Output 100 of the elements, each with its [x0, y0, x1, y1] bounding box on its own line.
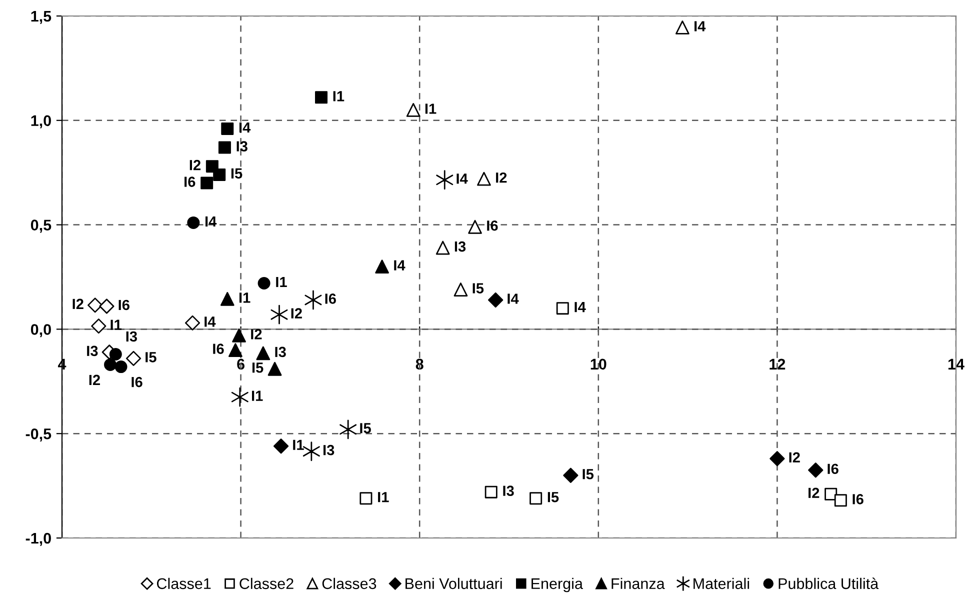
data-label: I2 [89, 374, 100, 385]
data-label: I4 [204, 316, 216, 327]
data-label: I5 [231, 168, 242, 179]
point [808, 462, 824, 478]
data-label: I5 [472, 283, 484, 294]
point [436, 170, 454, 190]
y-tick-label: -1,0 [26, 532, 51, 546]
point [406, 103, 420, 117]
point [340, 420, 357, 440]
legend-label: Classe2 [240, 578, 294, 590]
point [231, 387, 248, 407]
data-label: I5 [582, 469, 594, 480]
point [187, 216, 200, 229]
point [304, 290, 322, 310]
data-label: I3 [236, 141, 248, 152]
data-label: I3 [126, 331, 137, 342]
legend-label: Beni Voluttuari [406, 578, 502, 590]
legend-label: Finanza [612, 578, 665, 590]
data-label: I2 [291, 308, 302, 318]
point [563, 468, 578, 483]
data-label: I2 [72, 298, 84, 309]
data-label: I4 [239, 122, 251, 133]
data-label: I1 [252, 390, 263, 401]
data-label: I4 [574, 302, 586, 312]
point [221, 122, 234, 136]
data-label: I1 [378, 492, 389, 502]
point [200, 176, 214, 190]
data-label: I3 [324, 444, 334, 456]
data-label: I3 [87, 346, 98, 356]
y-tick-label: 1,5 [31, 11, 52, 24]
point [220, 292, 234, 306]
point [126, 350, 142, 366]
point [184, 315, 200, 331]
point [109, 348, 122, 361]
point [91, 318, 106, 334]
y-tick-label: 0,0 [30, 324, 51, 338]
data-label: I1 [276, 277, 287, 288]
point [436, 240, 450, 255]
data-label: I2 [251, 329, 262, 340]
point [834, 494, 847, 507]
point [213, 168, 226, 181]
data-label: I5 [360, 423, 371, 434]
point [488, 292, 504, 308]
legend-label: Classe3 [322, 578, 376, 590]
point [675, 20, 690, 34]
data-label: I6 [118, 300, 130, 310]
data-label: I3 [454, 241, 466, 252]
legend-label: Energia [532, 578, 583, 592]
point [268, 362, 282, 376]
data-label: I4 [394, 260, 406, 270]
data-label: I2 [496, 172, 507, 183]
legend-label: Classe1 [156, 578, 211, 590]
data-label: I2 [808, 488, 820, 498]
data-label: I5 [548, 492, 559, 502]
y-tick-label: 0,5 [30, 220, 52, 233]
point [273, 438, 289, 454]
data-label: I6 [213, 344, 224, 354]
x-tick-label: 8 [416, 358, 424, 370]
legend-label: Materiali [694, 578, 750, 590]
x-tick-label: 6 [237, 358, 244, 370]
x-tick-label: 12 [770, 358, 786, 370]
point [256, 346, 270, 360]
data-label: I2 [190, 160, 200, 170]
data-label: I1 [293, 440, 304, 450]
data-label: I6 [828, 464, 838, 474]
data-label: I1 [110, 320, 122, 330]
x-tick-label: 14 [948, 358, 964, 370]
point [218, 141, 231, 154]
point [770, 451, 785, 466]
point [232, 328, 246, 342]
data-label: I6 [852, 494, 864, 504]
point [468, 220, 482, 234]
data-label: I1 [425, 104, 436, 114]
point [556, 302, 569, 315]
data-label: I6 [184, 176, 196, 187]
point [484, 486, 498, 498]
x-tick-label: 10 [590, 358, 606, 370]
point [375, 260, 389, 274]
data-label: I4 [694, 21, 706, 32]
point [88, 298, 103, 313]
y-tick-label: 1,0 [31, 115, 51, 128]
data-label: I3 [503, 486, 514, 496]
data-label: I4 [456, 174, 468, 184]
data-label: I4 [206, 216, 217, 226]
point [270, 304, 288, 324]
point [99, 298, 114, 314]
point [114, 360, 128, 374]
point [315, 91, 328, 104]
point [824, 488, 838, 500]
point [258, 277, 270, 290]
data-label: I5 [146, 352, 156, 362]
data-label: I1 [333, 91, 344, 102]
y-tick-label: -0,5 [26, 428, 52, 442]
point [104, 358, 117, 371]
data-label: I4 [508, 294, 519, 304]
legend-label: Pubblica Utilità [778, 578, 879, 590]
data-label: I6 [487, 220, 498, 231]
point [477, 172, 491, 186]
data-label: I3 [275, 346, 286, 358]
point [302, 442, 320, 462]
